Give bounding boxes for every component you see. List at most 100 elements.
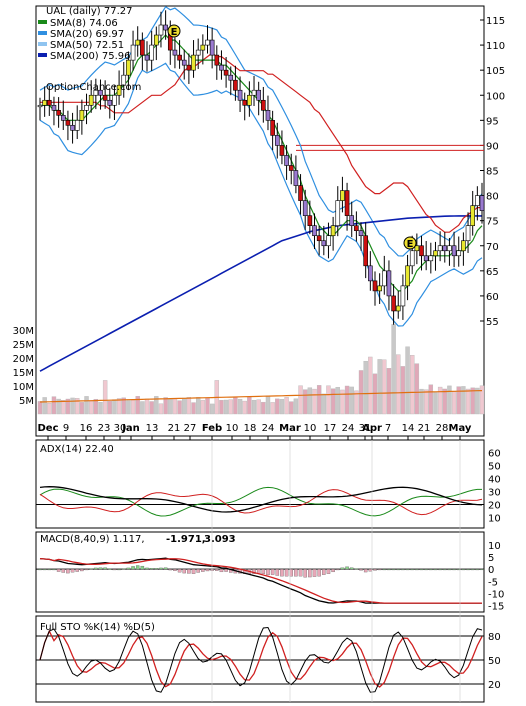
macd-histogram-bar (117, 568, 121, 571)
volume-bar (461, 386, 466, 415)
candle-body (149, 44, 154, 61)
earnings-marker (167, 24, 181, 38)
volume-bar (75, 398, 80, 415)
volume-bar (251, 399, 257, 415)
volume-bar (242, 400, 247, 415)
adx-tick-label: 10 (488, 514, 501, 525)
price-tick-label: 75 (486, 217, 499, 228)
candle-body (177, 54, 182, 61)
macd-histogram-bar (182, 568, 186, 574)
macd-histogram-bar (173, 568, 177, 571)
x-axis-tick-label: 10 (304, 423, 317, 434)
macd-histogram-bar (98, 567, 103, 570)
volume-bar (223, 399, 229, 415)
macd-histogram-bar (261, 568, 266, 574)
candle-body (312, 225, 317, 237)
macd-histogram-bar (326, 568, 331, 574)
macd-histogram-bar (345, 566, 349, 570)
adx-tick-label: 30 (488, 488, 501, 499)
candle-body (116, 84, 122, 96)
candle-body (121, 74, 127, 86)
candle-body (447, 245, 452, 252)
macd-histogram-bar (135, 565, 140, 570)
x-axis-tick-label: 31 (359, 423, 372, 434)
candle-body (88, 94, 94, 106)
ticker-title: UAL (daily) 77.27 (46, 6, 132, 17)
volume-bar (195, 397, 201, 415)
candle-body (65, 120, 71, 126)
x-axis-tick-label: 23 (98, 423, 111, 434)
volume-bar (149, 401, 154, 415)
x-axis-tick-label: 24 (342, 423, 355, 434)
candle-body (368, 265, 373, 282)
macd-histogram-bar (89, 568, 93, 570)
volume-bar (186, 397, 192, 415)
macd-histogram-bar (289, 568, 293, 577)
legend-swatch (38, 53, 47, 57)
candle-body (158, 24, 164, 36)
macd-histogram-bar (359, 568, 363, 571)
price-tick-label: 85 (486, 167, 499, 178)
volume-bar (163, 397, 168, 415)
macd-histogram-bar (312, 568, 317, 577)
sto-d-line (39, 629, 483, 688)
legend-swatch (38, 20, 47, 24)
macd-histogram-bar (275, 568, 280, 576)
macd-histogram-bar (201, 568, 205, 572)
candle-body (256, 89, 261, 101)
price-tick-label: 90 (486, 141, 499, 152)
x-axis-tick-label: 9 (63, 423, 69, 434)
macd-histogram-bar (75, 568, 79, 572)
candle-body (307, 215, 313, 226)
candle-body (265, 110, 271, 121)
candle-body (381, 270, 387, 287)
macd-histogram-bar (456, 568, 461, 571)
macd-histogram-bar (298, 568, 303, 577)
price-tick-label: 110 (486, 41, 505, 52)
volume-bar (182, 397, 187, 415)
volume-bar (368, 356, 373, 415)
candle-body (274, 135, 280, 146)
volume-bar (65, 398, 71, 415)
candle-body (349, 215, 355, 226)
volume-bar (270, 402, 275, 415)
earnings-marker (403, 236, 417, 250)
candle-body (242, 99, 248, 106)
volume-bar (289, 401, 294, 415)
price-tick-label: 55 (486, 317, 499, 328)
volume-bar (428, 384, 434, 415)
volume-bar (456, 386, 461, 415)
volume-bar (140, 401, 145, 415)
macd-tick-label: -15 (488, 602, 504, 613)
candle-body (433, 250, 438, 257)
macd-histogram-bar (215, 568, 219, 571)
x-axis-tick-label: 16 (80, 423, 93, 434)
candle-body (326, 235, 331, 247)
volume-bar (247, 396, 252, 415)
volume-average-line (39, 390, 483, 403)
candle-body (386, 270, 392, 297)
candle-body (135, 39, 141, 46)
volume-bar (437, 386, 443, 415)
x-axis-tick-label: 13 (146, 423, 159, 434)
macd-histogram-bar (168, 568, 173, 571)
volume-bar (135, 396, 140, 415)
earnings-marker-label: E (407, 239, 414, 250)
sto-tick-label: 50 (488, 656, 501, 667)
macd-histogram-bar (461, 568, 466, 571)
candle-body (112, 94, 117, 106)
x-axis-tick-label: 18 (244, 423, 257, 434)
macd-histogram-bar (373, 568, 377, 571)
candle-body (186, 64, 192, 71)
candle-body (395, 305, 401, 312)
volume-bar (233, 396, 238, 415)
candle-body (451, 245, 457, 257)
macd-histogram-bar (308, 568, 312, 578)
candle-body (456, 250, 462, 257)
macd-histogram-bar (52, 568, 56, 571)
macd-histogram-bar (154, 568, 159, 570)
volume-bar (433, 392, 438, 415)
candle-body (79, 110, 85, 121)
x-axis-tick-label: 30 (114, 423, 127, 434)
candle-body (354, 225, 359, 232)
